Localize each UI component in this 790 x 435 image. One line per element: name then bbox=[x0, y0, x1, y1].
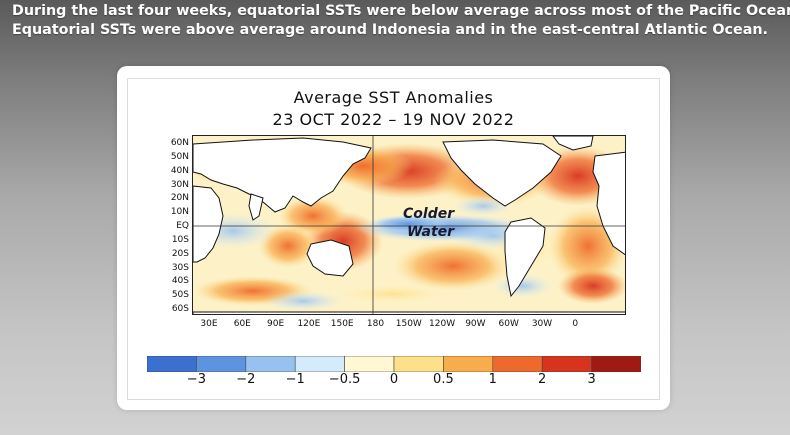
longitude-label: 120E bbox=[297, 319, 321, 329]
slide-caption: During the last four weeks, equatorial S… bbox=[12, 2, 790, 40]
map-date-range: 23 OCT 2022 – 19 NOV 2022 bbox=[272, 110, 515, 129]
latitude-label: 30S bbox=[171, 262, 189, 273]
sst-anomaly-map: Colder Water bbox=[192, 135, 626, 315]
color-scale-tick-label: 3 bbox=[587, 372, 596, 387]
color-scale-swatch bbox=[492, 356, 543, 372]
latitude-label: 50S bbox=[171, 290, 189, 301]
color-scale-swatch bbox=[443, 356, 494, 372]
south-america-outline bbox=[504, 217, 546, 298]
longitude-label: 30W bbox=[531, 319, 553, 329]
longitude-label: 0 bbox=[572, 319, 579, 329]
color-scale-swatch bbox=[294, 356, 345, 372]
figure-frame bbox=[127, 78, 660, 400]
color-scale-swatch bbox=[541, 356, 592, 372]
colder-water-callout-line-2: Water bbox=[407, 224, 455, 240]
longitude-label: 30E bbox=[200, 319, 218, 329]
color-scale-swatch bbox=[393, 356, 444, 372]
color-scale-swatch bbox=[245, 356, 296, 372]
australia-outline bbox=[306, 239, 354, 277]
colder-water-callout-line-1: Colder bbox=[403, 206, 455, 222]
longitude-label: 60E bbox=[233, 319, 251, 329]
longitude-label: 180 bbox=[366, 319, 385, 329]
latitude-label: 60N bbox=[170, 138, 189, 148]
color-scale-tick-label: 2 bbox=[538, 372, 547, 387]
greenland-outline bbox=[552, 136, 594, 151]
color-scale-tick-label: 0 bbox=[389, 372, 399, 387]
color-scale-swatch bbox=[591, 356, 641, 372]
continent-outlines bbox=[193, 136, 625, 314]
caption-line-2: Equatorial SSTs were above average aroun… bbox=[12, 22, 768, 38]
africa-outline bbox=[193, 185, 224, 263]
color-scale-tick-label: −0.5 bbox=[328, 372, 361, 387]
latitude-label: 50N bbox=[170, 151, 189, 162]
longitude-label: 150W bbox=[395, 319, 422, 329]
longitude-label: 90W bbox=[465, 319, 486, 329]
map-card: Average SST Anomalies 23 OCT 2022 – 19 N… bbox=[117, 66, 670, 410]
color-scale-swatch bbox=[344, 356, 395, 372]
latitude-label: 10S bbox=[171, 234, 189, 245]
latitude-label: EQ bbox=[176, 221, 189, 231]
latitude-label: 20N bbox=[170, 193, 189, 204]
color-scale-tick-label: 0.5 bbox=[433, 372, 454, 387]
map-canvas bbox=[193, 136, 625, 314]
india-outline bbox=[248, 193, 264, 221]
latitude-label: 60S bbox=[171, 304, 189, 314]
longitude-label: 90E bbox=[267, 319, 285, 329]
eurasia-outline bbox=[193, 137, 372, 213]
north-america-outline bbox=[442, 139, 562, 207]
map-title: Average SST Anomalies bbox=[293, 88, 494, 107]
latitude-label: 40N bbox=[170, 165, 189, 176]
color-scale-tick-label: −1 bbox=[285, 372, 305, 387]
longitude-label: 150E bbox=[330, 319, 354, 329]
longitude-label: 60W bbox=[498, 319, 519, 329]
latitude-label: 20S bbox=[171, 248, 189, 259]
color-scale-tick-label: 1 bbox=[488, 372, 497, 387]
color-scale-tick-label: −3 bbox=[186, 372, 206, 387]
longitude-label: 120W bbox=[429, 319, 456, 329]
antarctica-edge bbox=[193, 311, 625, 314]
latitude-label: 10N bbox=[170, 207, 189, 218]
caption-line-1: During the last four weeks, equatorial S… bbox=[12, 3, 790, 19]
color-scale-bar bbox=[147, 356, 641, 372]
latitude-label: 40S bbox=[171, 276, 189, 287]
color-scale-tick-label: −2 bbox=[236, 372, 256, 387]
latitude-label: 30N bbox=[170, 179, 189, 190]
color-scale-swatch bbox=[147, 356, 197, 372]
color-scale-swatch bbox=[196, 356, 247, 372]
